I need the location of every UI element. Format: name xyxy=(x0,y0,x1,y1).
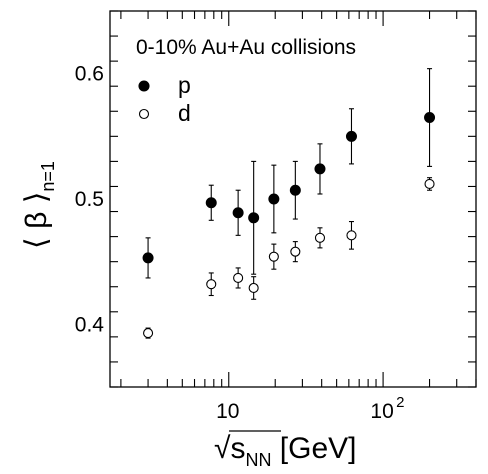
data-point-p xyxy=(314,163,326,175)
legend-label-d: d xyxy=(178,100,191,126)
y-axis-title: ⟨ β ⟩n=1 xyxy=(20,161,58,249)
data-point-p xyxy=(142,252,154,264)
chart-annotation: 0-10% Au+Au collisions xyxy=(136,36,356,59)
legend-marker-d xyxy=(138,108,150,120)
data-point-d xyxy=(143,328,154,339)
x-tick-label: 10 xyxy=(216,400,239,423)
data-point-d xyxy=(290,246,301,257)
axis-ticks xyxy=(110,10,477,388)
data-point-p xyxy=(268,193,280,205)
series-d xyxy=(143,177,435,339)
legend-marker-p xyxy=(138,80,150,92)
y-tick-label: 0.4 xyxy=(75,313,105,336)
data-point-p xyxy=(289,184,301,196)
data-point-d xyxy=(346,230,357,241)
data-point-d xyxy=(206,279,217,290)
legend-label-p: p xyxy=(178,72,191,98)
data-point-d xyxy=(424,178,435,190)
y-axis-title-main: ⟨ β ⟩ xyxy=(20,192,53,249)
data-point-p xyxy=(424,112,436,124)
data-point-d xyxy=(314,232,326,243)
data-point-p xyxy=(248,212,260,224)
x-axis-title-root: √ xyxy=(214,432,231,465)
data-point-p xyxy=(205,197,217,209)
series-p xyxy=(142,68,436,279)
x-axis-title-sub: NN xyxy=(245,450,271,470)
data-point-p xyxy=(232,207,244,219)
x-axis-title-unit: [GeV] xyxy=(271,432,356,465)
y-axis-title-sub: n=1 xyxy=(38,161,58,192)
plot-frame xyxy=(109,10,477,388)
data-point-d xyxy=(248,282,259,294)
data-markers xyxy=(142,68,436,339)
x-tick-label-exponent: 2 xyxy=(396,394,404,411)
y-tick-labels: 0.4 0.5 0.6 xyxy=(75,63,105,337)
y-tick-label: 0.6 xyxy=(75,63,104,86)
x-tick-labels: 10 10 2 xyxy=(216,394,404,423)
y-tick-label: 0.5 xyxy=(75,188,104,211)
x-axis-title-main: s xyxy=(230,432,245,465)
data-point-p xyxy=(345,130,357,142)
x-tick-label: 10 xyxy=(370,400,393,423)
data-point-d xyxy=(233,272,244,284)
data-point-d xyxy=(268,251,279,262)
x-axis-title: √sNN [GeV] xyxy=(214,432,357,470)
legend: pd xyxy=(138,72,191,126)
